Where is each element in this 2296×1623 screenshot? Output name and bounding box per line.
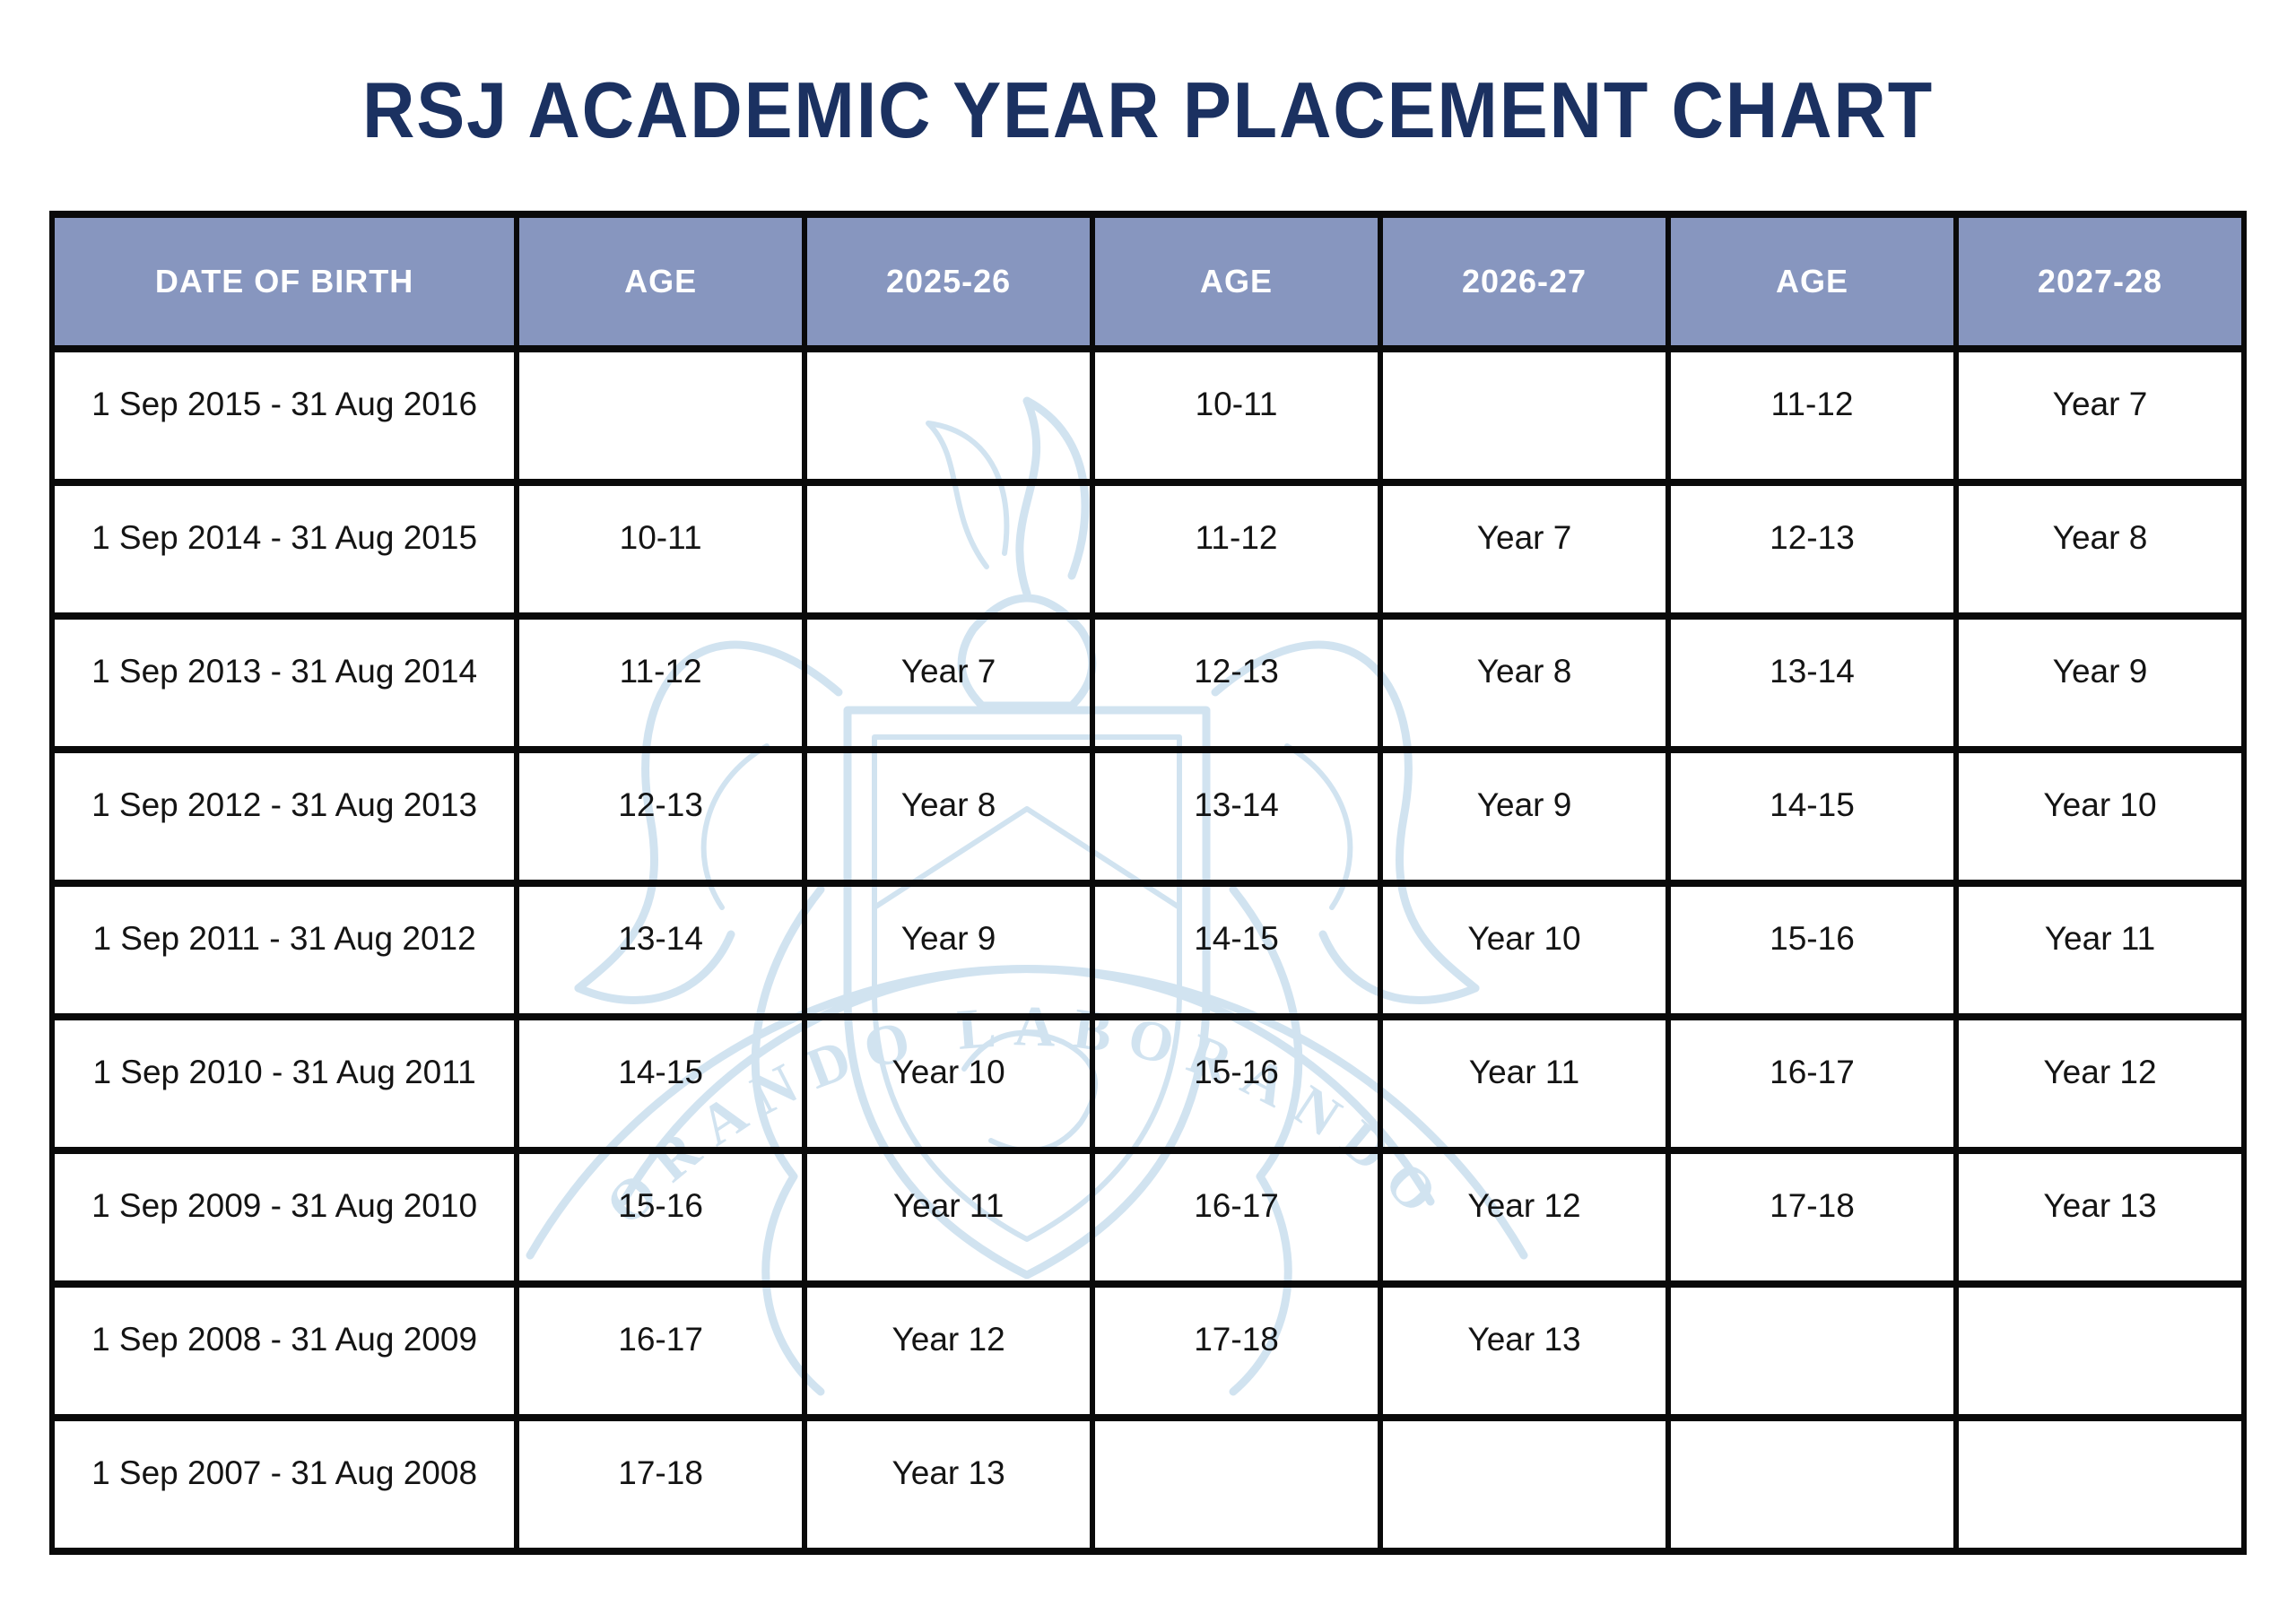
value-cell: 10-11 [514,479,808,620]
value-cell: Year 8 [1378,612,1671,753]
value-cell: Year 11 [1952,880,2248,1020]
value-cell: Year 13 [1378,1280,1671,1421]
value-cell: Year 13 [1952,1147,2248,1288]
value-cell: 10-11 [1090,345,1384,486]
dob-cell: 1 Sep 2008 - 31 Aug 2009 [48,1280,520,1421]
value-cell: Year 12 [1952,1013,2248,1154]
value-cell: Year 7 [1952,345,2248,486]
value-cell: 11-12 [1665,345,1959,486]
value-cell [1665,1280,1959,1421]
value-cell [1378,345,1671,486]
table-row: 1 Sep 2015 - 31 Aug 2016 10-11 11-12 Year 7 [48,345,2248,486]
value-cell: 17-18 [1665,1147,1959,1288]
value-cell: Year 9 [1952,612,2248,753]
value-cell: 15-16 [1665,880,1959,1020]
value-cell: 15-16 [514,1147,808,1288]
table-body: 1 Sep 2015 - 31 Aug 2016 10-11 11-12 Year 7… [48,345,2248,1555]
value-cell: 14-15 [1665,746,1959,887]
table-row: 1 Sep 2009 - 31 Aug 2010 15-16 Year 11 16-1… [48,1147,2248,1288]
dob-cell: 1 Sep 2010 - 31 Aug 2011 [48,1013,520,1154]
column-header: 2025-26 [802,211,1096,352]
placement-table: DATE OF BIRTH AGE 2025-26 AGE 2026-27 AGE 2027… [48,211,2248,1555]
table-header-row: DATE OF BIRTH AGE 2025-26 AGE 2026-27 AGE 2027… [48,211,2248,352]
value-cell [1952,1280,2248,1421]
table-row: 1 Sep 2008 - 31 Aug 2009 16-17 Year 12 17-1… [48,1280,2248,1421]
value-cell: Year 11 [802,1147,1096,1288]
value-cell [802,345,1096,486]
value-cell: 11-12 [514,612,808,753]
value-cell: Year 8 [1952,479,2248,620]
dob-cell: 1 Sep 2014 - 31 Aug 2015 [48,479,520,620]
value-cell: 13-14 [1665,612,1959,753]
value-cell: 11-12 [1090,479,1384,620]
page-title: RSJ ACADEMIC YEAR PLACEMENT CHART [362,65,1934,154]
column-header: DATE OF BIRTH [48,211,520,352]
value-cell [1952,1414,2248,1555]
value-cell: 15-16 [1090,1013,1384,1154]
table-row: 1 Sep 2012 - 31 Aug 2013 12-13 Year 8 13-14… [48,746,2248,887]
value-cell: Year 11 [1378,1013,1671,1154]
header-row: DATE OF BIRTH AGE 2025-26 AGE 2026-27 AGE 2027… [48,211,2248,352]
value-cell: Year 13 [802,1414,1096,1555]
value-cell [1090,1414,1384,1555]
value-cell: 13-14 [514,880,808,1020]
value-cell: Year 9 [1378,746,1671,887]
value-cell [802,479,1096,620]
table-row: 1 Sep 2010 - 31 Aug 2011 14-15 Year 10 15-1… [48,1013,2248,1154]
table-row: 1 Sep 2014 - 31 Aug 2015 10-11 11-12 Year 7… [48,479,2248,620]
value-cell: 16-17 [1665,1013,1959,1154]
column-header: 2027-28 [1952,211,2248,352]
value-cell: 16-17 [514,1280,808,1421]
value-cell: Year 12 [1378,1147,1671,1288]
value-cell: 12-13 [1090,612,1384,753]
value-cell: 12-13 [1665,479,1959,620]
value-cell: 17-18 [514,1414,808,1555]
value-cell: Year 7 [802,612,1096,753]
table-row: 1 Sep 2007 - 31 Aug 2008 17-18 Year 13 [48,1414,2248,1555]
dob-cell: 1 Sep 2013 - 31 Aug 2014 [48,612,520,753]
dob-cell: 1 Sep 2015 - 31 Aug 2016 [48,345,520,486]
value-cell: 17-18 [1090,1280,1384,1421]
dob-cell: 1 Sep 2007 - 31 Aug 2008 [48,1414,520,1555]
value-cell: Year 9 [802,880,1096,1020]
dob-cell: 1 Sep 2011 - 31 Aug 2012 [48,880,520,1020]
value-cell: Year 7 [1378,479,1671,620]
value-cell: Year 10 [1952,746,2248,887]
column-header: 2026-27 [1378,211,1671,352]
value-cell: Year 10 [802,1013,1096,1154]
table-row: 1 Sep 2011 - 31 Aug 2012 13-14 Year 9 14-15… [48,880,2248,1020]
value-cell: 16-17 [1090,1147,1384,1288]
value-cell: Year 12 [802,1280,1096,1421]
column-header: AGE [1090,211,1384,352]
value-cell: Year 10 [1378,880,1671,1020]
column-header: AGE [1665,211,1959,352]
dob-cell: 1 Sep 2009 - 31 Aug 2010 [48,1147,520,1288]
value-cell: 12-13 [514,746,808,887]
value-cell: 14-15 [1090,880,1384,1020]
value-cell [1378,1414,1671,1555]
value-cell: 14-15 [514,1013,808,1154]
column-header: AGE [514,211,808,352]
value-cell [514,345,808,486]
value-cell: Year 8 [802,746,1096,887]
dob-cell: 1 Sep 2012 - 31 Aug 2013 [48,746,520,887]
table-row: 1 Sep 2013 - 31 Aug 2014 11-12 Year 7 12-13… [48,612,2248,753]
value-cell: 13-14 [1090,746,1384,887]
value-cell [1665,1414,1959,1555]
